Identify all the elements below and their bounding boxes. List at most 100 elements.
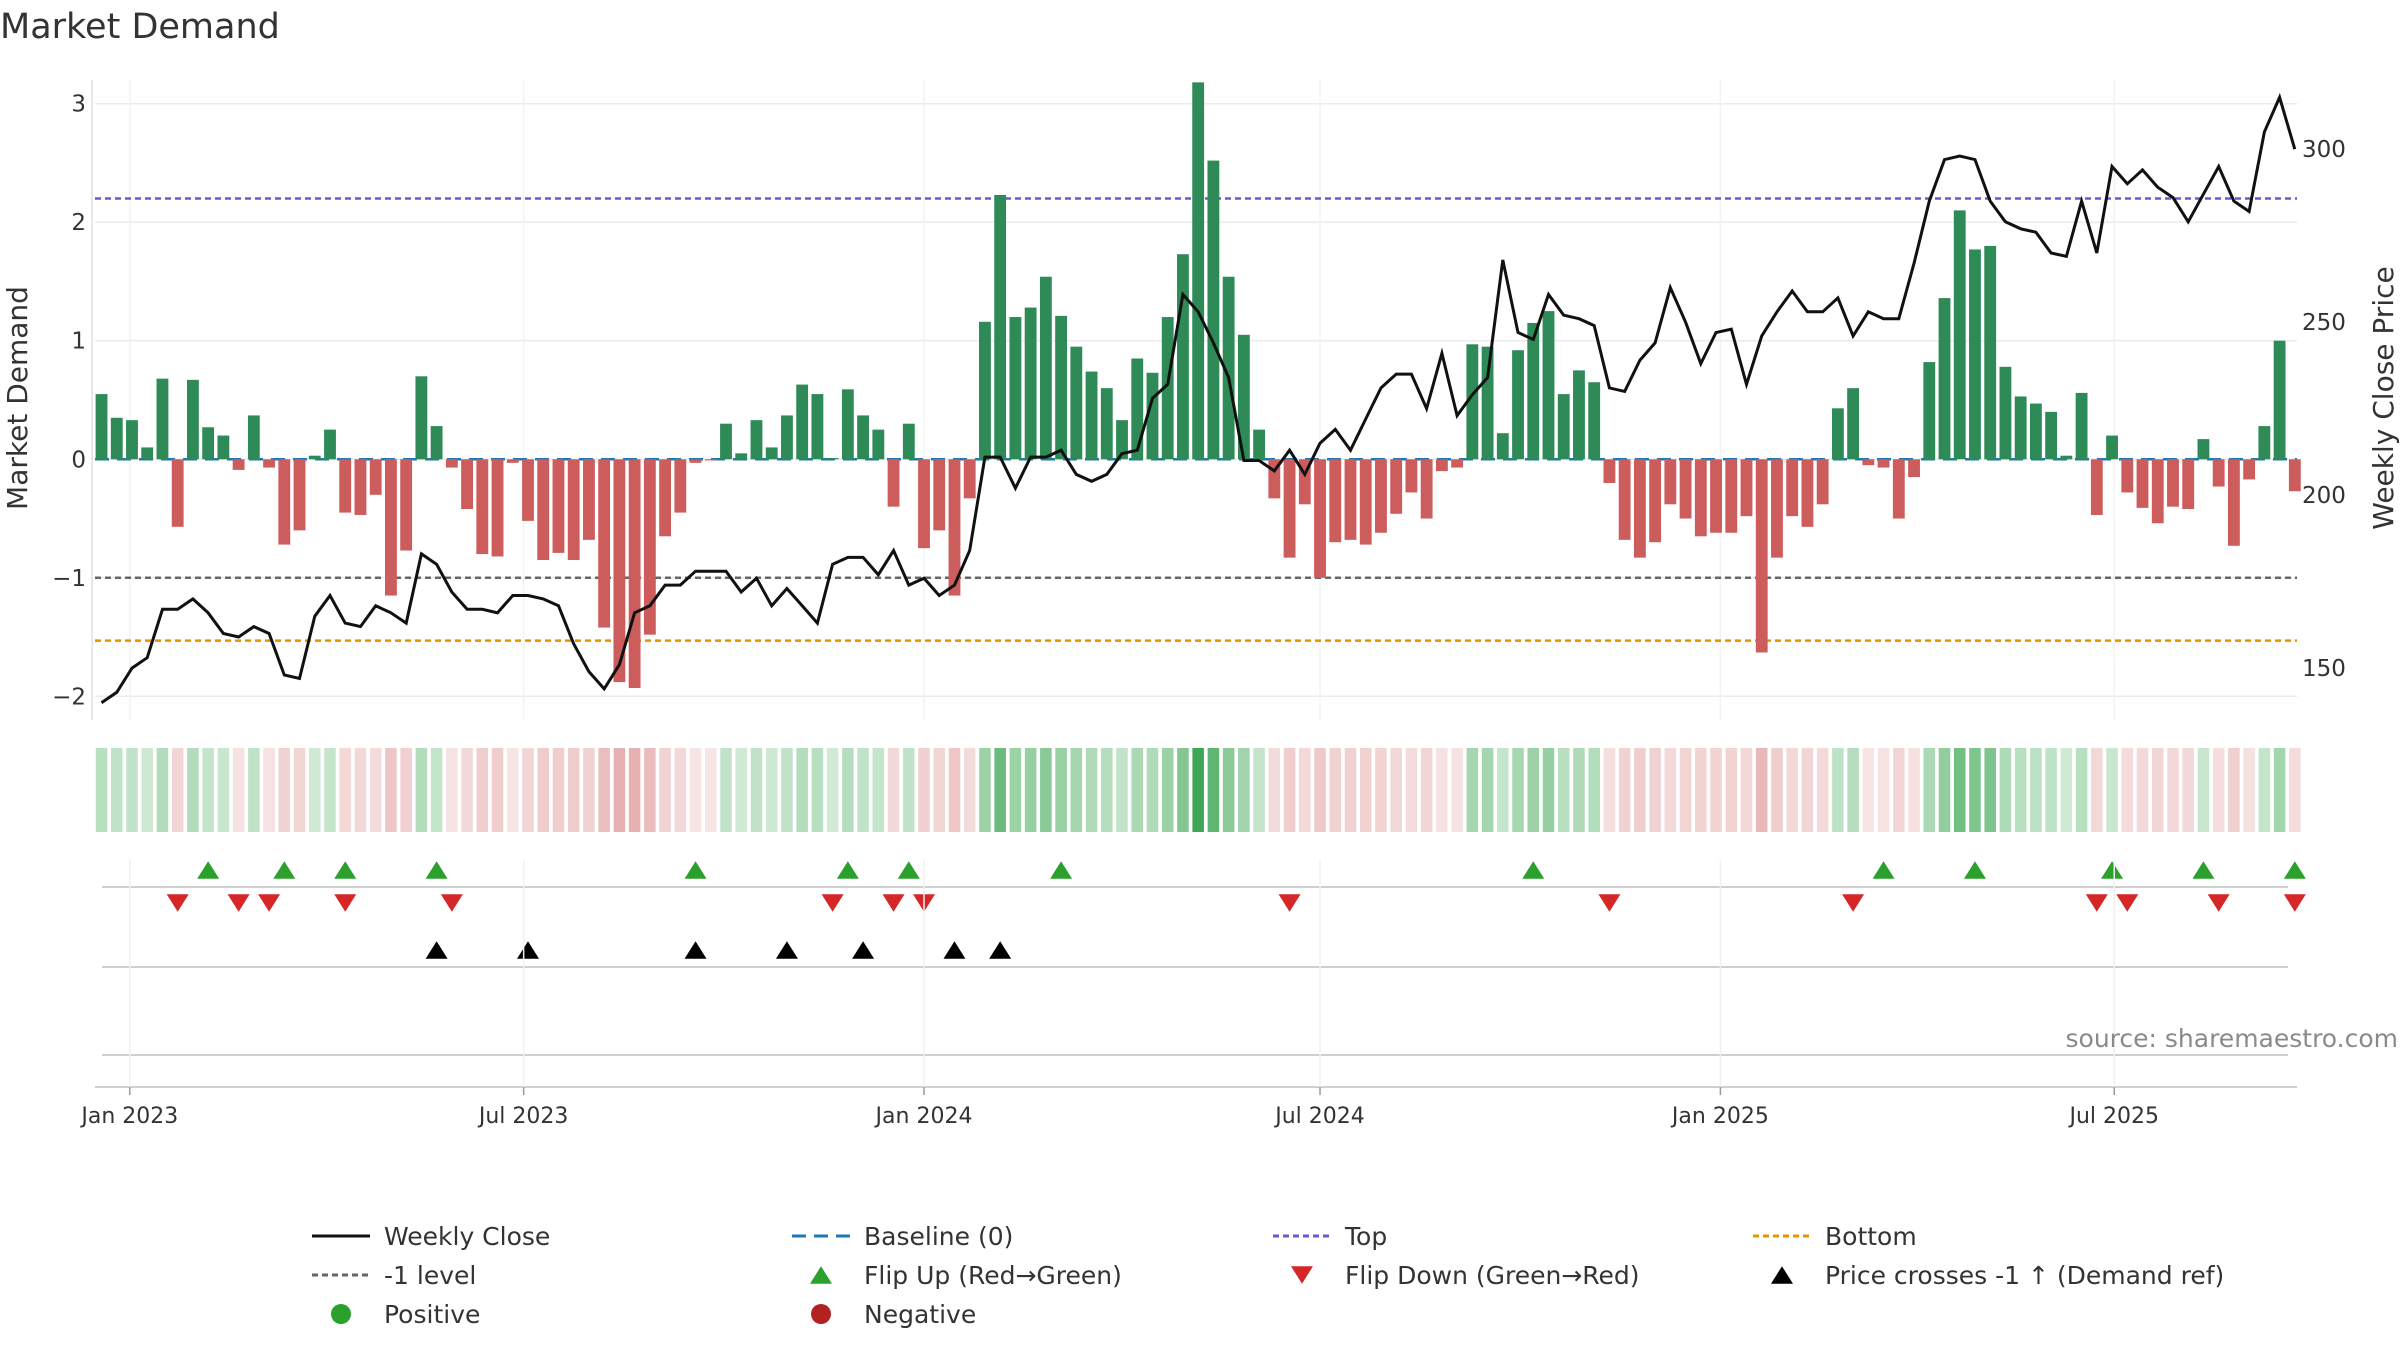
- demand-bar: [1999, 366, 2012, 460]
- heat-cell: [1436, 748, 1448, 832]
- demand-bar: [1679, 459, 1692, 519]
- demand-bar: [887, 459, 900, 507]
- demand-bar: [293, 459, 306, 531]
- legend-item-positive: Positive: [331, 1300, 480, 1329]
- legend: Weekly Close Baseline (0) Top Bottom -1 leve…: [312, 1222, 2224, 1329]
- heat-cell: [1512, 748, 1524, 832]
- demand-bar: [1009, 317, 1022, 460]
- demand-bar: [461, 459, 473, 510]
- flip-up-marker: [1522, 861, 1545, 879]
- heat-cell: [2075, 748, 2088, 832]
- y-tick-label: 1: [71, 329, 86, 355]
- y-tick-label: −1: [52, 566, 86, 592]
- price-cross-marker: [517, 941, 540, 959]
- heat-cell: [308, 748, 321, 832]
- heat-cell: [628, 748, 641, 832]
- heat-cell: [1040, 748, 1052, 832]
- demand-bar: [963, 459, 976, 499]
- heat-cell: [141, 748, 153, 832]
- flip-up-marker: [334, 861, 357, 879]
- heat-cell: [1344, 748, 1357, 832]
- price-cross-marker: [852, 941, 875, 959]
- legend-label: Flip Down (Green→Red): [1345, 1261, 1640, 1290]
- flip-up-marker: [1050, 861, 1073, 879]
- demand-bar: [1207, 160, 1220, 460]
- legend-swatch-dot: [811, 1304, 831, 1324]
- demand-bar: [324, 429, 336, 460]
- demand-bar: [1375, 459, 1387, 533]
- heat-cell: [1070, 748, 1083, 832]
- demand-bar: [628, 459, 641, 688]
- x-tick-label: Jul 2025: [2067, 1104, 2159, 1129]
- heat-cell: [1786, 748, 1798, 832]
- heat-cell: [1710, 748, 1722, 832]
- demand-bar: [232, 459, 245, 470]
- legend-item-minus1: -1 level: [312, 1261, 476, 1290]
- demand-bar: [506, 459, 519, 463]
- heat-cell: [1893, 748, 1905, 832]
- heat-cell: [826, 748, 839, 832]
- demand-bar: [1329, 459, 1342, 543]
- y-axis-label: Market Demand: [1, 286, 34, 510]
- heat-cell: [1695, 748, 1707, 832]
- heat-cell: [2030, 748, 2042, 832]
- heat-cell: [1024, 748, 1037, 832]
- demand-bar: [1938, 298, 1951, 460]
- demand-bar: [1908, 459, 1920, 478]
- heat-cell: [2136, 748, 2149, 832]
- heat-cell: [1497, 748, 1509, 832]
- flip-up-marker: [273, 861, 296, 879]
- demand-bar: [1618, 459, 1631, 540]
- heat-cell: [1755, 748, 1768, 832]
- heat-cell: [430, 748, 443, 832]
- legend-swatch-dot: [331, 1304, 351, 1324]
- heat-cell: [963, 748, 976, 832]
- demand-bar: [1268, 459, 1281, 499]
- heat-cell: [1314, 748, 1326, 832]
- flip-up-marker: [425, 861, 448, 879]
- demand-bar: [384, 459, 397, 596]
- demand-bar: [2075, 392, 2088, 460]
- legend-label: Flip Up (Red→Green): [864, 1261, 1122, 1290]
- demand-bar: [202, 427, 215, 460]
- heat-cell: [918, 748, 930, 832]
- heat-cell: [537, 748, 550, 832]
- signal-markers: [166, 861, 2306, 959]
- y-tick-label-right: 150: [2302, 656, 2346, 682]
- heat-cell: [1055, 748, 1067, 832]
- demand-bar: [247, 415, 260, 460]
- demand-bar: [2121, 459, 2134, 493]
- heat-cell: [507, 748, 519, 832]
- demand-bar: [796, 384, 809, 460]
- heat-cell: [1283, 748, 1296, 832]
- demand-bar: [933, 459, 946, 531]
- heat-cell: [1359, 748, 1372, 832]
- heat-cell: [1664, 748, 1677, 832]
- demand-bar: [141, 447, 154, 460]
- price-cross-marker: [684, 941, 707, 959]
- x-tick-label: Jan 2024: [874, 1104, 973, 1129]
- demand-bar: [1664, 459, 1677, 505]
- legend-label: Top: [1344, 1222, 1387, 1251]
- demand-bar: [1542, 311, 1555, 460]
- demand-bar: [1923, 362, 1936, 460]
- demand-bar: [1512, 350, 1524, 460]
- legend-item-top: Top: [1273, 1222, 1387, 1251]
- heat-cell: [1557, 748, 1570, 832]
- demand-bar: [1755, 459, 1768, 653]
- demand-bar: [1070, 346, 1083, 460]
- heat-cell: [2243, 748, 2255, 832]
- x-tick-label: Jul 2024: [1273, 1104, 1365, 1129]
- heat-cell: [1085, 748, 1098, 832]
- legend-label: Bottom: [1825, 1222, 1917, 1251]
- demand-bar: [1177, 254, 1189, 460]
- demand-bar: [948, 459, 961, 596]
- demand-bar: [476, 459, 489, 555]
- demand-bar: [659, 459, 672, 537]
- heat-cell: [1740, 748, 1753, 832]
- heat-cell: [1816, 748, 1829, 832]
- y-tick-label-right: 300: [2302, 137, 2346, 163]
- demand-bar: [2090, 459, 2103, 515]
- heat-cell: [1131, 748, 1144, 832]
- heat-cell: [1938, 748, 1951, 832]
